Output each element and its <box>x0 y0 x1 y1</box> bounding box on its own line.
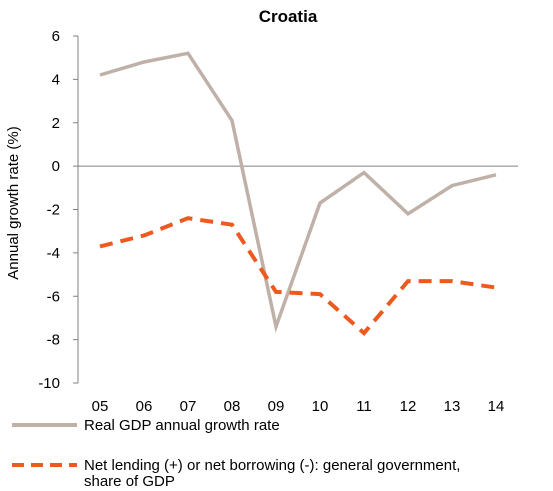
y-tick-label: -10 <box>38 375 60 392</box>
y-tick-label: 4 <box>52 71 60 88</box>
x-tick-label: 05 <box>92 398 109 415</box>
x-tick-label: 07 <box>180 398 197 415</box>
x-axis-ticks: 05 06 07 08 09 10 11 12 13 14 <box>92 398 505 415</box>
series-line-real-gdp <box>99 51 497 334</box>
y-tick-label: 0 <box>52 158 60 175</box>
x-tick-label: 08 <box>224 398 241 415</box>
y-axis-ticks: 6 4 2 0 -2 -4 -6 -8 -10 <box>38 28 78 392</box>
x-tick-label: 14 <box>488 398 505 415</box>
x-tick-label: 09 <box>268 398 285 415</box>
y-tick-label: -4 <box>47 245 60 262</box>
x-tick-label: 11 <box>356 398 372 415</box>
x-tick-label: 10 <box>312 398 329 415</box>
series-layer <box>99 51 497 336</box>
y-tick-label: -6 <box>47 288 60 305</box>
y-tick-label: -8 <box>47 332 60 349</box>
x-tick-label: 13 <box>444 398 461 415</box>
series-line-net-lending <box>99 216 497 336</box>
legend-label-real-gdp: Real GDP annual growth rate <box>84 417 280 434</box>
legend: Real GDP annual growth rate Net lending … <box>12 417 460 490</box>
x-tick-label: 12 <box>400 398 417 415</box>
y-axis-label: Annual growth rate (%) <box>5 126 22 279</box>
legend-label-net-lending-line1: Net lending (+) or net borrowing (-): ge… <box>84 457 460 474</box>
y-tick-label: 6 <box>52 28 60 45</box>
y-tick-label: -2 <box>47 202 60 219</box>
x-tick-label: 06 <box>136 398 153 415</box>
y-tick-label: 2 <box>52 115 60 132</box>
chart-title: Croatia <box>259 7 318 26</box>
legend-label-net-lending-line2: share of GDP <box>84 473 175 490</box>
